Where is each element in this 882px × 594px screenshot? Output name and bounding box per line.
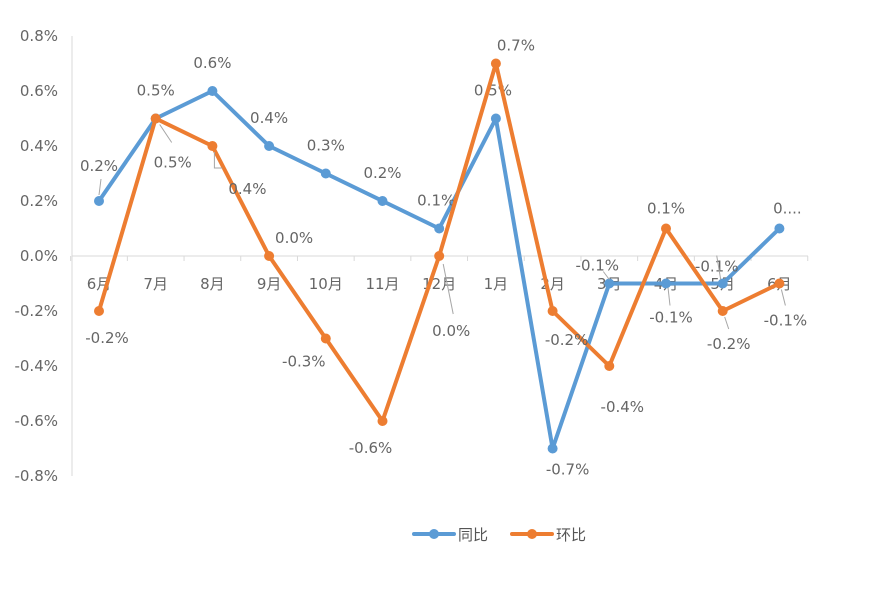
data-point (490, 113, 501, 124)
data-label: 0.4% (228, 180, 266, 198)
data-label: -0.2% (707, 335, 751, 353)
x-tick-label: 8月 (200, 275, 225, 293)
data-point (434, 223, 445, 234)
data-label: 0.4% (250, 109, 288, 127)
legend-label: 环比 (556, 526, 586, 544)
leader-line (602, 271, 610, 280)
y-tick-label: 0.6% (20, 82, 58, 100)
data-label: -0.2% (545, 331, 589, 349)
data-label: 0.5% (137, 82, 175, 100)
data-label: -0.2% (85, 329, 129, 347)
y-tick-label: 0.4% (20, 137, 58, 155)
data-label: -0.1% (649, 309, 693, 327)
y-tick-label: -0.8% (14, 467, 58, 485)
series-line (97, 89, 782, 451)
data-point (604, 278, 615, 289)
data-label: 0.0% (432, 322, 470, 340)
x-tick-label: 1月 (484, 275, 509, 293)
legend-item-yoy: 同比 (412, 526, 488, 544)
data-point (661, 223, 671, 234)
data-label: 0.2% (363, 164, 401, 182)
data-point (377, 196, 388, 206)
data-point (264, 141, 275, 151)
data-label: 0.3% (307, 137, 345, 155)
data-label: -0.7% (546, 461, 590, 479)
legend-item-mom: 环比 (510, 526, 586, 544)
y-tick-label: -0.4% (14, 357, 58, 375)
data-point (150, 113, 161, 124)
data-label: -0.6% (349, 439, 393, 457)
data-point (774, 278, 785, 289)
data-label: 0.... (773, 200, 802, 218)
legend-label: 同比 (458, 526, 488, 544)
data-point (717, 278, 728, 289)
data-point (207, 86, 218, 96)
data-label: -0.1% (576, 257, 620, 275)
data-point (377, 416, 388, 426)
leader-line (159, 124, 173, 143)
data-point (207, 141, 218, 151)
data-label: -0.1% (695, 258, 739, 276)
leader-line (213, 152, 223, 169)
leader-line (780, 289, 786, 306)
data-label: -0.3% (282, 353, 326, 371)
y-tick-label: -0.2% (14, 302, 58, 320)
y-tick-label: 0.2% (20, 192, 58, 210)
data-label: 0.0% (275, 229, 313, 247)
legend-marker (429, 529, 439, 539)
leader-line (98, 178, 102, 196)
data-label: 0.1% (417, 192, 455, 210)
leader-line (724, 316, 730, 330)
y-tick-label: 0.8% (20, 27, 58, 45)
y-tick-label: -0.6% (14, 412, 58, 430)
data-point (547, 306, 558, 316)
data-label: 0.1% (647, 200, 685, 218)
leader-line (667, 287, 671, 306)
data-point (320, 333, 331, 344)
data-label: 0.6% (193, 54, 231, 72)
series-line (97, 61, 782, 423)
data-point (94, 196, 104, 206)
data-point (94, 306, 104, 316)
legend-marker (527, 529, 537, 539)
data-point (774, 223, 785, 234)
data-label: 0.7% (497, 37, 535, 55)
data-label: 0.2% (80, 157, 118, 175)
x-tick-label: 9月 (257, 275, 282, 293)
data-point (320, 168, 331, 179)
data-point (661, 278, 671, 289)
data-point (264, 251, 275, 261)
data-point (547, 443, 558, 454)
leader-line (716, 255, 722, 280)
leader-line (442, 263, 454, 315)
data-label: -0.1% (764, 312, 808, 330)
data-point (434, 251, 445, 261)
y-tick-label: 0.0% (20, 247, 58, 265)
data-point (717, 306, 728, 316)
data-label: 0.5% (154, 154, 192, 172)
data-point (604, 361, 615, 371)
data-label: -0.4% (601, 398, 645, 416)
data-label: 0.5% (474, 82, 512, 100)
series-mom: -0.2% 0.5% 0.4% 0.0% -0.3% -0.6% 0.0% 0.7% -0.2%… (85, 37, 807, 458)
x-tick-label: 11月 (365, 275, 399, 293)
series-yoy: 0.2% 0.5% 0.6% 0.4% 0.3% 0.2% 0.1% 0.5% -0.7% -0.… (80, 54, 802, 479)
data-point (490, 58, 501, 69)
x-tick-label: 10月 (309, 275, 343, 293)
x-tick-label: 7月 (143, 275, 168, 293)
